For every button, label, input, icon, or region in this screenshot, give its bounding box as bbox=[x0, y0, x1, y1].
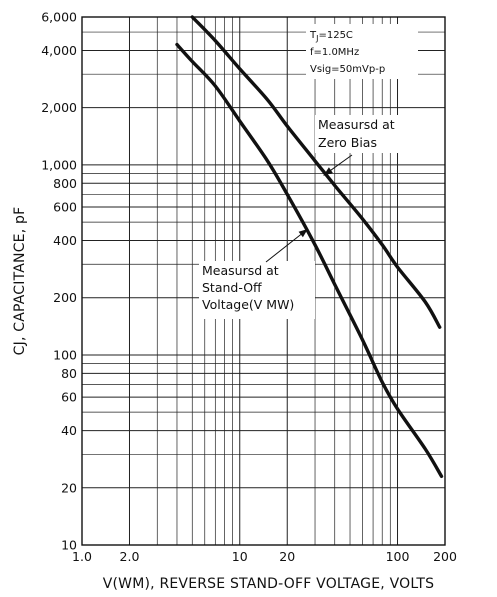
annotation-standoff-line-1: Measursd at bbox=[202, 263, 279, 278]
y-tick-label: 400 bbox=[53, 233, 77, 248]
x-tick-label: 20 bbox=[279, 549, 295, 564]
annotation-standoff-line-2: Stand-Off bbox=[202, 280, 262, 295]
condition-frequency: f=1.0MHz bbox=[310, 47, 359, 58]
y-tick-label: 200 bbox=[53, 290, 77, 305]
series-zero-bias-curve bbox=[190, 15, 442, 329]
series-layer bbox=[175, 15, 444, 478]
annotation-zero-bias: Measursd at Zero Bias bbox=[315, 115, 415, 176]
x-tick-label: 2.0 bbox=[120, 549, 140, 564]
x-axis-label: V(WM), REVERSE STAND-OFF VOLTAGE, VOLTS bbox=[103, 576, 435, 592]
annotation-zero-bias-line-1: Measursd at bbox=[318, 117, 395, 132]
y-tick-label: 2,000 bbox=[41, 100, 77, 115]
x-tick-labels: 1.0 2.0 10 20 100 200 bbox=[72, 549, 457, 564]
annotation-zero-bias-arrowhead bbox=[323, 167, 333, 176]
x-tick-label: 100 bbox=[386, 549, 410, 564]
series-standoff-curve bbox=[175, 42, 444, 478]
y-tick-label: 4,000 bbox=[41, 43, 77, 58]
y-tick-label: 40 bbox=[61, 423, 77, 438]
annotation-standoff-arrowhead bbox=[298, 229, 308, 238]
y-tick-label: 1,000 bbox=[41, 157, 77, 172]
annotation-standoff: Measursd at Stand-Off Voltage(V MW) bbox=[199, 228, 315, 319]
y-tick-label: 100 bbox=[53, 347, 77, 362]
y-tick-label: 20 bbox=[61, 480, 77, 495]
x-tick-label: 10 bbox=[232, 549, 248, 564]
y-tick-labels: 10 20 40 60 80 100 200 400 600 800 1,000 2,000 4,000… bbox=[41, 10, 77, 553]
y-tick-label: 80 bbox=[61, 366, 77, 381]
y-tick-label: 600 bbox=[53, 200, 77, 215]
y-tick-label: 60 bbox=[61, 390, 77, 405]
condition-tj: TJ=125C bbox=[309, 30, 353, 43]
conditions-box: TJ=125C f=1.0MHz Vsig=50mVp-p bbox=[306, 24, 418, 79]
plot-frame bbox=[81, 16, 446, 546]
x-tick-label: 1.0 bbox=[72, 549, 92, 564]
condition-vsig: Vsig=50mVp-p bbox=[310, 64, 385, 75]
annotation-standoff-line-3: Voltage(V MW) bbox=[202, 297, 294, 312]
x-tick-label: 200 bbox=[433, 549, 457, 564]
y-axis-label: CJ, CAPACITANCE, pF bbox=[12, 207, 28, 356]
y-tick-label: 800 bbox=[53, 176, 77, 191]
annotation-zero-bias-line-2: Zero Bias bbox=[318, 135, 377, 150]
y-tick-label: 6,000 bbox=[41, 10, 77, 25]
y-tick-label: 10 bbox=[61, 538, 77, 553]
